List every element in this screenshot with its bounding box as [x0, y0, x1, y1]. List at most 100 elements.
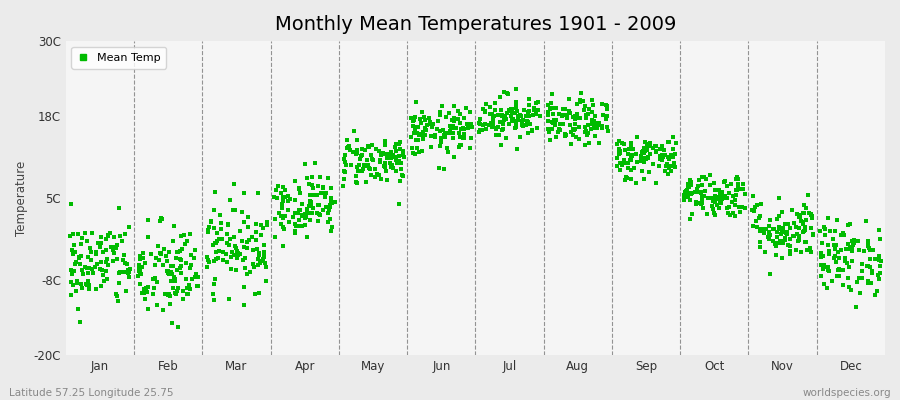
Point	[152, 218, 166, 224]
Point	[708, 195, 723, 201]
Point	[168, 278, 183, 284]
Point	[505, 110, 519, 116]
Point	[410, 137, 425, 143]
Point	[698, 176, 713, 182]
Point	[636, 159, 651, 165]
Legend: Mean Temp: Mean Temp	[71, 47, 166, 68]
Point	[622, 146, 636, 152]
Point	[592, 140, 607, 146]
Point	[133, 266, 148, 272]
Point	[842, 284, 857, 290]
Point	[163, 293, 177, 299]
Point	[648, 180, 662, 186]
Point	[572, 98, 587, 105]
Point	[214, 220, 229, 226]
Point	[778, 229, 793, 236]
Point	[441, 149, 455, 155]
Point	[624, 155, 638, 162]
Point	[839, 245, 853, 252]
Point	[507, 118, 521, 125]
Point	[509, 120, 524, 126]
Point	[835, 282, 850, 288]
Point	[570, 111, 584, 118]
Point	[587, 122, 601, 128]
Point	[132, 262, 147, 268]
Point	[721, 210, 735, 216]
Point	[433, 109, 447, 116]
Point	[486, 118, 500, 124]
Point	[256, 224, 270, 231]
Point	[457, 131, 472, 137]
Point	[78, 230, 93, 236]
Point	[451, 116, 465, 122]
Point	[222, 296, 237, 302]
Point	[417, 132, 431, 139]
Point	[722, 190, 736, 196]
Point	[408, 114, 422, 120]
Point	[170, 266, 184, 273]
Point	[610, 154, 625, 161]
Point	[406, 123, 420, 129]
Point	[683, 177, 698, 184]
Point	[486, 112, 500, 119]
Point	[781, 221, 796, 228]
Point	[168, 276, 183, 282]
Point	[707, 194, 722, 201]
Point	[412, 148, 427, 155]
Point	[302, 210, 317, 216]
Point	[491, 123, 505, 130]
Point	[87, 264, 102, 270]
Point	[94, 259, 109, 266]
Point	[144, 250, 158, 257]
Point	[783, 250, 797, 257]
Point	[166, 263, 180, 270]
Point	[365, 156, 380, 163]
Point	[81, 270, 95, 276]
Point	[132, 268, 147, 274]
Point	[716, 189, 730, 195]
Point	[281, 207, 295, 213]
Point	[259, 264, 274, 270]
Point	[792, 233, 806, 239]
Point	[211, 255, 225, 262]
Point	[770, 240, 784, 246]
Point	[110, 242, 124, 248]
Point	[251, 256, 266, 262]
Point	[276, 223, 291, 230]
Point	[175, 233, 189, 240]
Point	[666, 154, 680, 160]
Point	[497, 117, 511, 123]
Point	[840, 259, 854, 266]
Point	[436, 165, 451, 172]
Point	[586, 102, 600, 108]
Point	[340, 145, 355, 151]
Point	[677, 192, 691, 198]
Point	[322, 202, 337, 208]
Point	[562, 108, 576, 114]
Point	[182, 282, 196, 288]
Point	[274, 220, 288, 227]
Point	[594, 123, 608, 129]
Point	[782, 248, 796, 254]
Point	[254, 222, 268, 228]
Point	[852, 247, 867, 253]
Point	[342, 142, 356, 149]
Point	[235, 208, 249, 215]
Point	[210, 238, 224, 245]
Point	[601, 128, 616, 134]
Point	[151, 243, 166, 249]
Point	[252, 252, 266, 258]
Point	[872, 276, 886, 283]
Point	[410, 130, 424, 136]
Point	[392, 201, 406, 207]
Point	[645, 160, 660, 167]
Point	[558, 130, 572, 137]
Point	[541, 109, 555, 115]
Point	[389, 141, 403, 147]
Point	[861, 245, 876, 251]
Point	[288, 221, 302, 227]
Point	[458, 105, 473, 111]
Point	[207, 207, 221, 214]
Point	[346, 128, 361, 134]
Point	[150, 278, 165, 285]
